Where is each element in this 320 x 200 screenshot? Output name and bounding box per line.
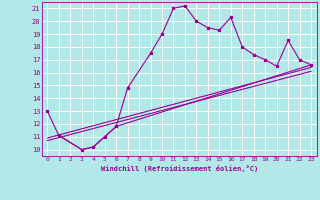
X-axis label: Windchill (Refroidissement éolien,°C): Windchill (Refroidissement éolien,°C) [100, 165, 258, 172]
